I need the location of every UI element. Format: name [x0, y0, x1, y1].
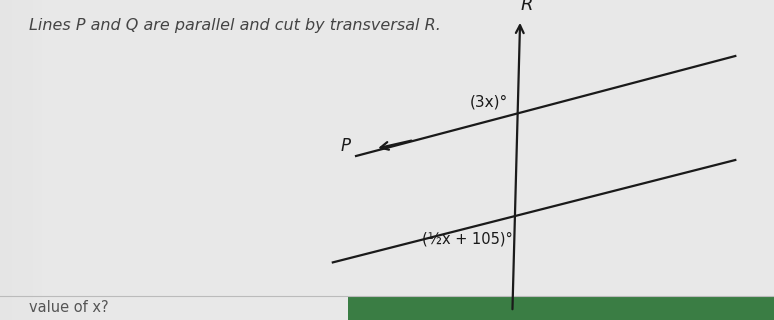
Text: (½x + 105)°: (½x + 105)° — [422, 232, 512, 247]
Bar — [19, 0, 20, 320]
Bar — [36, 0, 37, 320]
Bar — [25, 0, 26, 320]
Bar — [42, 0, 43, 320]
Bar — [26, 0, 28, 320]
Bar — [14, 0, 15, 320]
Bar — [34, 0, 36, 320]
Bar — [15, 0, 17, 320]
Bar — [45, 0, 46, 320]
Bar — [22, 0, 23, 320]
Bar — [2, 0, 3, 320]
Bar — [17, 0, 19, 320]
Bar — [23, 0, 25, 320]
Bar — [0, 0, 2, 320]
Bar — [6, 0, 8, 320]
Bar — [3, 0, 5, 320]
Bar — [29, 0, 31, 320]
Text: P: P — [341, 137, 351, 155]
Bar — [9, 0, 11, 320]
Bar — [11, 0, 12, 320]
Bar — [31, 0, 33, 320]
Bar — [5, 0, 6, 320]
Bar — [28, 0, 29, 320]
Text: value of x?: value of x? — [29, 300, 109, 316]
Bar — [33, 0, 34, 320]
Bar — [40, 0, 42, 320]
Bar — [348, 296, 774, 320]
Bar — [43, 0, 45, 320]
Bar — [12, 0, 14, 320]
Bar — [37, 0, 39, 320]
Bar — [39, 0, 40, 320]
Text: (3x)°: (3x)° — [470, 95, 508, 109]
Bar — [8, 0, 9, 320]
Bar — [20, 0, 22, 320]
Text: Lines P and Q are parallel and cut by transversal R.: Lines P and Q are parallel and cut by tr… — [29, 18, 441, 33]
Text: R: R — [520, 0, 533, 13]
